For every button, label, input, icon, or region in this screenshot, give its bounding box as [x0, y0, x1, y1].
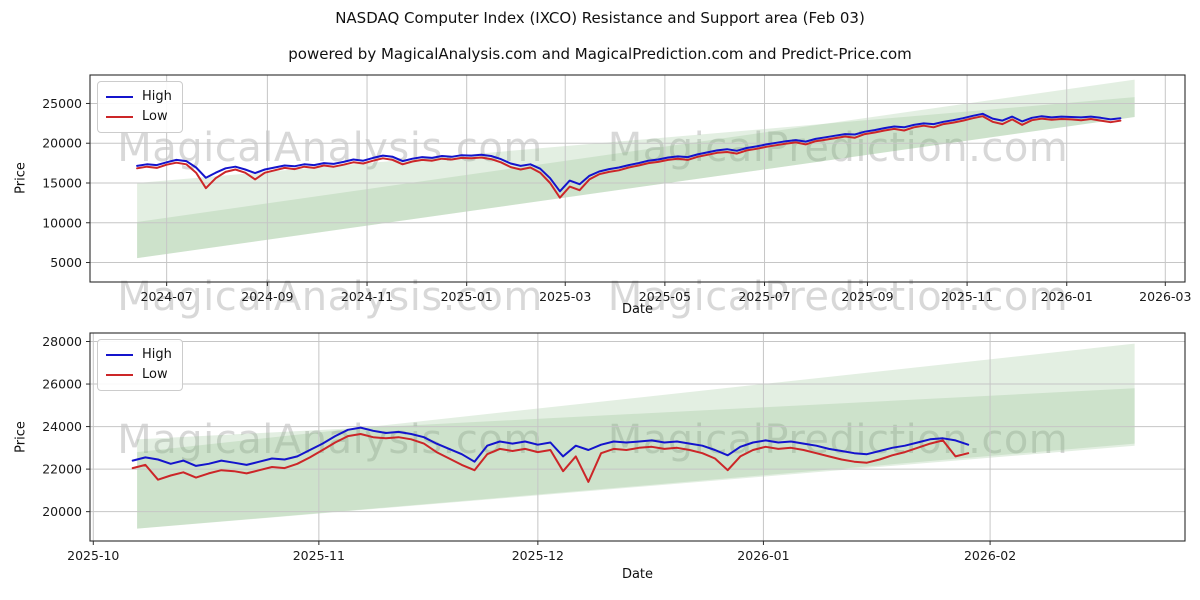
y-tick-label: 24000: [42, 419, 82, 434]
legend-item-low: Low: [106, 365, 172, 385]
x-tick-label: 2025-03: [539, 289, 591, 304]
x-axis-label-top: Date: [621, 302, 654, 317]
x-tick-label: 2024-09: [241, 289, 293, 304]
legend-item-high: High: [106, 345, 172, 365]
x-tick-label: 2026-03: [1139, 289, 1191, 304]
x-tick-label: 2025-05: [639, 289, 691, 304]
legend-label-low: Low: [142, 367, 168, 382]
x-tick-label: 2026-02: [964, 548, 1016, 563]
high-line: [136, 112, 1122, 193]
x-tick-label: 2026-01: [737, 548, 789, 563]
y-tick-label: 25000: [42, 96, 82, 111]
plot-border: [89, 74, 1186, 283]
figure-title: NASDAQ Computer Index (IXCO) Resistance …: [335, 9, 865, 27]
resistance-area: [137, 79, 1135, 259]
resistance-area: [137, 343, 1135, 529]
x-tick-label: 2025-10: [67, 548, 119, 563]
figure-subtitle: powered by MagicalAnalysis.com and Magic…: [288, 45, 912, 63]
low-line-sample: [106, 374, 133, 376]
high-line: [131, 426, 970, 467]
high-line-sample: [106, 96, 133, 98]
x-tick-label: 2025-09: [841, 289, 893, 304]
legend-label-high: High: [142, 347, 172, 362]
legend-bottom: High Low: [97, 339, 183, 391]
legend-label-high: High: [142, 89, 172, 104]
y-axis-label-bottom: Price: [13, 421, 29, 453]
watermark-prediction: MagicalPrediction.com: [608, 417, 1069, 463]
y-tick-label: 20000: [42, 136, 82, 151]
x-tick-label: 2026-01: [1041, 289, 1093, 304]
bottom-chart: 20000 22000 24000 26000 28000 2025-10 2025-11 2…: [42, 332, 1186, 563]
x-tick-label: 2024-11: [341, 289, 393, 304]
low-line: [136, 115, 1122, 199]
y-tick-label: 26000: [42, 377, 82, 392]
low-line-sample: [106, 116, 133, 118]
top-chart: 5000 10000 15000 20000 25000 2024-07 2024-09 20…: [42, 74, 1191, 304]
x-tick-label: 2025-01: [441, 289, 493, 304]
x-tick-label: 2025-11: [293, 548, 345, 563]
y-tick-label: 15000: [42, 175, 82, 190]
y-tick-label: 22000: [42, 462, 82, 477]
plot-border: [89, 332, 1186, 542]
legend-item-low: Low: [106, 107, 172, 127]
y-axis-label-top: Price: [13, 162, 29, 194]
y-tick-label: 5000: [50, 255, 82, 270]
y-tick-label: 28000: [42, 334, 82, 349]
legend-item-high: High: [106, 87, 172, 107]
x-tick-label: 2024-07: [141, 289, 193, 304]
y-tick-label: 10000: [42, 215, 82, 230]
x-tick-label: 2025-11: [941, 289, 993, 304]
y-tick-label: 20000: [42, 504, 82, 519]
legend-top: High Low: [97, 81, 183, 133]
x-tick-label: 2025-07: [738, 289, 790, 304]
legend-label-low: Low: [142, 109, 168, 124]
low-line: [131, 433, 970, 483]
watermark-prediction: MagicalPrediction.com: [608, 125, 1069, 171]
x-tick-label: 2025-12: [512, 548, 564, 563]
high-line-sample: [106, 354, 133, 356]
support-area: [137, 97, 1135, 259]
x-axis-label-bottom: Date: [621, 567, 654, 582]
support-area: [137, 388, 1135, 529]
